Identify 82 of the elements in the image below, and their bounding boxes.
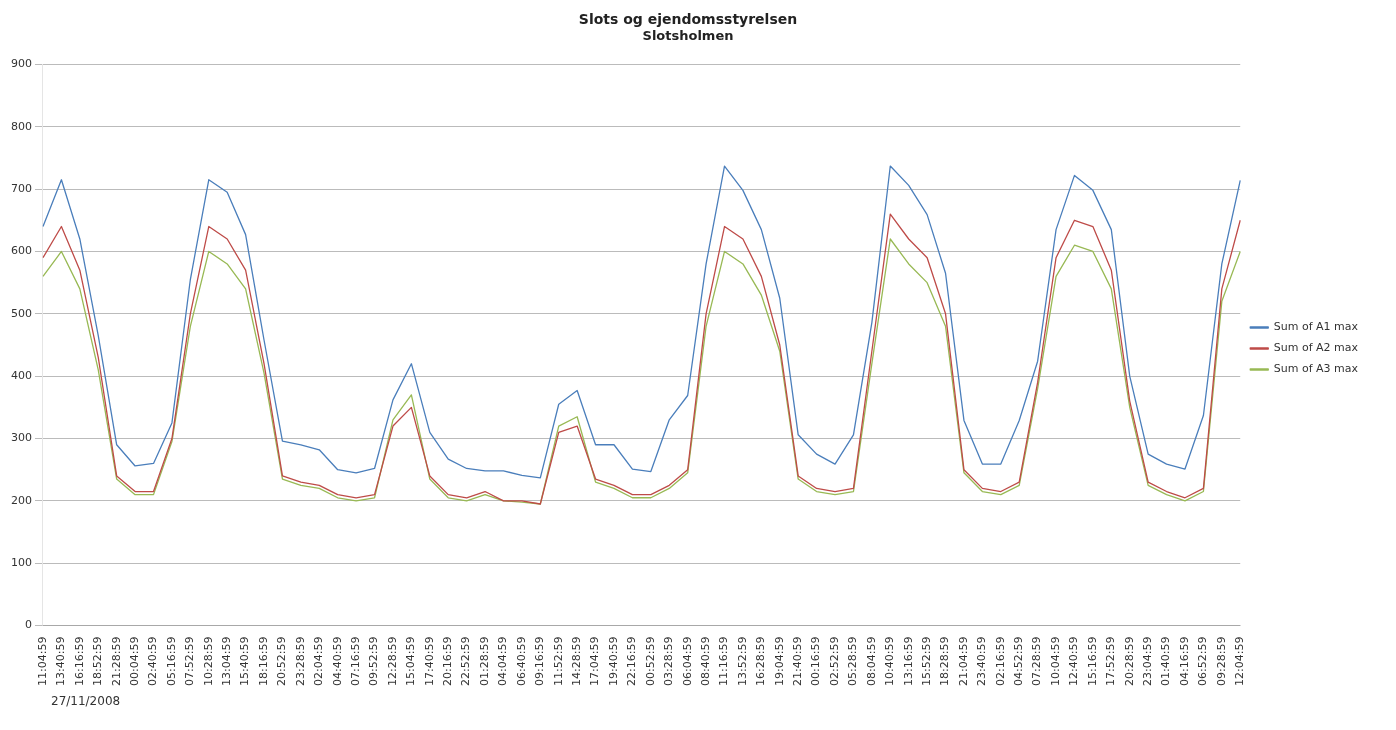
x-tick-label: 01:40:59 (1159, 636, 1173, 686)
x-tick-label: 07:16:59 (348, 636, 362, 686)
x-tick-label: 16:28:59 (754, 636, 768, 686)
y-tick-label: 300 (11, 431, 32, 445)
x-tick-label: 13:04:59 (220, 636, 234, 686)
x-tick-label: 08:04:59 (864, 636, 878, 686)
x-tick-label: 11:52:59 (551, 636, 565, 686)
x-tick-label: 22:16:59 (625, 636, 639, 686)
x-tick-label: 05:16:59 (164, 636, 178, 686)
x-tick-label: 10:04:59 (1048, 636, 1062, 686)
x-tick-label: 05:28:59 (846, 636, 860, 686)
chart-title: Slots og ejendomsstyrelsen (578, 11, 798, 28)
x-tick-label: 21:28:59 (109, 636, 123, 686)
x-tick-label: 02:40:59 (146, 636, 160, 686)
x-tick-label: 20:16:59 (441, 636, 455, 686)
x-tick-label: 09:16:59 (533, 636, 547, 686)
x-tick-label: 18:28:59 (938, 636, 952, 686)
x-tick-label: 10:28:59 (201, 636, 215, 686)
y-tick-label: 700 (11, 181, 32, 195)
x-tick-label: 08:40:59 (698, 636, 712, 686)
x-tick-label: 04:04:59 (496, 636, 510, 686)
x-tick-label: 23:40:59 (975, 636, 989, 686)
x-tick-label: 06:04:59 (680, 636, 694, 686)
x-tick-label: 13:52:59 (735, 636, 749, 686)
x-tick-label: 12:40:59 (1067, 636, 1081, 686)
x-tick-label: 22:52:59 (459, 636, 473, 686)
x-tick-label: 23:28:59 (293, 636, 307, 686)
legend-label: Sum of A2 max (1273, 341, 1359, 355)
x-tick-label: 12:28:59 (385, 636, 399, 686)
x-tick-label: 00:52:59 (643, 636, 657, 686)
x-tick-label: 02:04:59 (312, 636, 326, 686)
x-tick-label: 13:16:59 (901, 636, 915, 686)
x-tick-label: 13:40:59 (54, 636, 68, 686)
x-tick-label: 03:28:59 (662, 636, 676, 686)
x-tick-label: 00:16:59 (809, 636, 823, 686)
x-tick-label: 06:52:59 (1196, 636, 1210, 686)
x-tick-label: 04:40:59 (330, 636, 344, 686)
x-tick-label: 19:04:59 (772, 636, 786, 686)
x-tick-label: 07:52:59 (183, 636, 197, 686)
y-tick-label: 500 (11, 306, 32, 320)
x-tick-label: 17:52:59 (1104, 636, 1118, 686)
x-tick-label: 11:04:59 (35, 636, 49, 686)
y-tick-label: 200 (11, 493, 32, 507)
legend-label: Sum of A1 max (1273, 320, 1359, 334)
x-tick-label: 20:52:59 (275, 636, 289, 686)
y-tick-label: 0 (25, 618, 32, 632)
x-tick-label: 17:40:59 (422, 636, 436, 686)
x-tick-label: 17:04:59 (588, 636, 602, 686)
legend-label: Sum of A3 max (1273, 362, 1359, 376)
x-tick-label: 02:52:59 (827, 636, 841, 686)
x-tick-label: 04:52:59 (1012, 636, 1026, 686)
x-tick-label: 12:04:59 (1233, 636, 1247, 686)
x-tick-label: 10:40:59 (883, 636, 897, 686)
x-tick-label: 20:28:59 (1122, 636, 1136, 686)
x-tick-label: 15:52:59 (919, 636, 933, 686)
x-tick-label: 07:28:59 (1030, 636, 1044, 686)
x-tick-label: 23:04:59 (1141, 636, 1155, 686)
x-tick-label: 11:16:59 (717, 636, 731, 686)
x-tick-label: 06:40:59 (514, 636, 528, 686)
x-tick-label: 01:28:59 (477, 636, 491, 686)
x-tick-label: 21:04:59 (956, 636, 970, 686)
x-tick-label: 09:52:59 (367, 636, 381, 686)
x-tick-label: 18:52:59 (91, 636, 105, 686)
x-tick-label: 18:16:59 (256, 636, 270, 686)
y-tick-label: 900 (11, 57, 32, 71)
x-tick-label: 19:40:59 (606, 636, 620, 686)
x-tick-label: 00:04:59 (127, 636, 141, 686)
x-tick-label: 09:28:59 (1214, 636, 1228, 686)
x-tick-label: 21:40:59 (791, 636, 805, 686)
x-tick-label: 15:04:59 (404, 636, 418, 686)
x-tick-label: 15:16:59 (1085, 636, 1099, 686)
y-tick-label: 400 (11, 369, 32, 383)
y-tick-label: 600 (11, 244, 32, 258)
text: 27/11/2008 (51, 694, 121, 708)
x-tick-label: 14:28:59 (570, 636, 584, 686)
chart-subtitle: Slotsholmen (642, 27, 734, 43)
x-tick-label: 16:16:59 (72, 636, 86, 686)
x-tick-label: 02:16:59 (993, 636, 1007, 686)
y-tick-label: 100 (11, 556, 32, 570)
x-tick-label: 04:16:59 (1177, 636, 1191, 686)
x-tick-label: 15:40:59 (238, 636, 252, 686)
y-tick-label: 800 (11, 119, 32, 133)
